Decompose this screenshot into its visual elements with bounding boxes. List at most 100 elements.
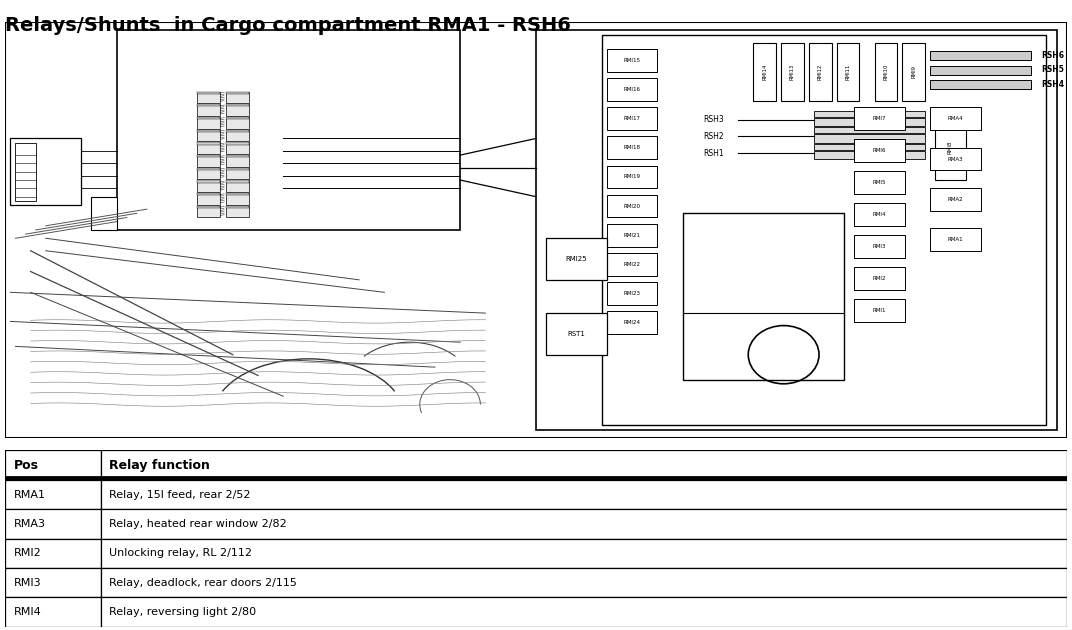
Bar	[5, 509, 101, 539]
Text: Relay function: Relay function	[109, 459, 210, 472]
Bar	[197, 155, 220, 167]
Bar	[930, 66, 1031, 75]
Bar	[607, 78, 657, 101]
Text: Relay, heated rear window 2/82: Relay, heated rear window 2/82	[109, 519, 287, 529]
Bar	[601, 35, 1046, 425]
Bar	[930, 80, 1031, 89]
Bar	[197, 92, 220, 94]
Text: RMA3: RMA3	[14, 519, 46, 529]
Bar	[930, 107, 981, 130]
Bar	[5, 480, 101, 509]
Bar	[5, 568, 101, 597]
Text: RMI7: RMI7	[873, 116, 887, 121]
Text: RSH3: RSH3	[703, 115, 724, 124]
Bar	[226, 168, 249, 180]
Text: RMI11: RMI11	[846, 64, 850, 80]
Bar	[930, 188, 981, 211]
Bar	[226, 193, 249, 195]
Bar	[930, 147, 981, 171]
Bar	[683, 214, 845, 380]
Bar	[607, 49, 657, 72]
Text: RMI21: RMI21	[624, 232, 641, 238]
Bar	[117, 30, 460, 230]
Bar	[607, 137, 657, 159]
Bar	[101, 450, 1067, 480]
Text: Relay, reversing light 2/80: Relay, reversing light 2/80	[109, 607, 256, 617]
Bar	[101, 597, 1067, 627]
Bar	[197, 117, 220, 129]
Bar	[226, 155, 249, 157]
Text: RMI13: RMI13	[790, 64, 795, 80]
Text: RSH2: RSH2	[703, 132, 724, 141]
Text: RMI17: RMI17	[624, 116, 641, 121]
Bar	[197, 105, 220, 106]
Bar	[837, 43, 860, 101]
Bar	[197, 155, 220, 157]
Text: RMI24: RMI24	[624, 320, 641, 325]
Bar	[101, 509, 1067, 539]
Bar	[197, 92, 220, 103]
Bar	[226, 92, 249, 103]
Bar	[101, 568, 1067, 597]
Text: RSH1: RSH1	[703, 149, 724, 158]
Text: RMI10: RMI10	[883, 64, 889, 80]
Text: RMI18: RMI18	[624, 146, 641, 151]
Bar	[226, 206, 249, 208]
Text: RMI2: RMI2	[14, 548, 42, 558]
Bar	[854, 139, 905, 162]
Bar	[197, 168, 220, 180]
Bar	[197, 180, 220, 192]
Bar	[854, 267, 905, 290]
Bar	[197, 206, 220, 208]
Bar	[607, 166, 657, 188]
Bar	[814, 151, 925, 159]
Bar	[197, 130, 220, 132]
Bar	[536, 30, 1057, 430]
Text: Relays/Shunts  in Cargo compartment RMA1 - RSH6: Relays/Shunts in Cargo compartment RMA1 …	[5, 16, 571, 35]
Text: RMI6: RMI6	[873, 148, 887, 153]
Text: RMI19: RMI19	[624, 175, 641, 180]
Text: Pos: Pos	[14, 459, 39, 472]
Bar	[226, 206, 249, 217]
Bar	[197, 180, 220, 183]
Bar	[197, 193, 220, 205]
Text: RMA1: RMA1	[948, 238, 964, 242]
Bar	[935, 113, 966, 180]
Text: RMA3: RMA3	[948, 157, 964, 161]
Bar	[930, 228, 981, 251]
Text: RMI12: RMI12	[818, 64, 823, 80]
Bar	[854, 203, 905, 226]
Bar	[5, 597, 101, 627]
Bar	[607, 253, 657, 276]
Bar	[226, 105, 249, 106]
Bar	[607, 224, 657, 246]
Bar	[546, 313, 607, 355]
Text: RMI25: RMI25	[566, 256, 587, 262]
Text: RMI23: RMI23	[624, 291, 641, 296]
Text: Relay, deadlock, rear doors 2/115: Relay, deadlock, rear doors 2/115	[109, 578, 297, 588]
Bar	[197, 142, 220, 144]
Text: RMI1: RMI1	[873, 308, 887, 313]
Bar	[754, 43, 776, 101]
Text: RMI2: RMI2	[873, 277, 887, 282]
Text: RMI16: RMI16	[624, 87, 641, 92]
Text: RMI20: RMI20	[624, 203, 641, 209]
Bar	[781, 43, 804, 101]
Bar	[854, 299, 905, 323]
Bar	[197, 130, 220, 141]
Bar	[854, 107, 905, 130]
Bar	[226, 193, 249, 205]
Bar	[226, 155, 249, 167]
Text: RMI14: RMI14	[762, 64, 768, 80]
Bar	[903, 43, 925, 101]
Text: RMA1: RMA1	[14, 490, 46, 500]
Bar	[226, 142, 249, 154]
Text: RST1: RST1	[567, 331, 585, 337]
Text: RMI4: RMI4	[873, 212, 887, 217]
Bar	[197, 206, 220, 217]
Text: RSH5: RSH5	[1041, 66, 1064, 74]
Bar	[197, 142, 220, 154]
Bar	[226, 168, 249, 170]
Text: RMI15: RMI15	[624, 58, 641, 63]
Text: RSH4: RSH4	[1041, 80, 1064, 89]
